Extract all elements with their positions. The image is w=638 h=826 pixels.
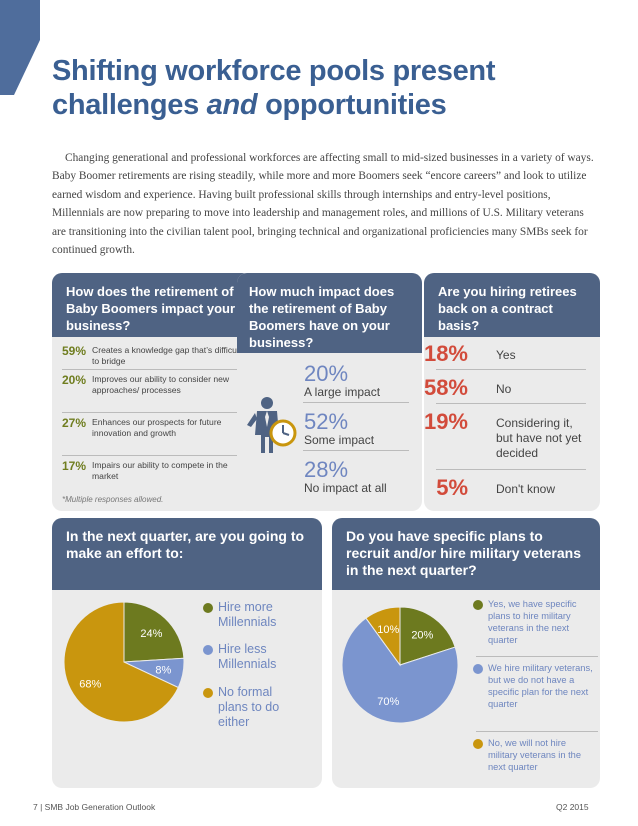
- page-title: Shifting workforce pools present challen…: [52, 54, 612, 122]
- retiree-label: Considering it, but have not yet decided: [496, 416, 582, 460]
- footnote: *Multiple responses allowed.: [62, 495, 164, 504]
- impact-label: No impact at all: [304, 481, 387, 495]
- item-pct: 27%: [62, 416, 87, 430]
- pie-label: 8%: [155, 664, 171, 676]
- card-question: How does the retirement of Baby Boomers …: [52, 273, 252, 337]
- title-line-1: Shifting workforce pools present: [52, 55, 496, 87]
- card-impact-level: How much impact does the retirement of B…: [237, 273, 422, 511]
- pie-slice: [123, 601, 185, 663]
- item-text: Creates a knowledge gap that’s difficult…: [92, 345, 242, 366]
- item-pct: 17%: [62, 459, 87, 473]
- pie-slice: [63, 601, 179, 723]
- footer-page-label: 7 | SMB Job Generation Outlook: [33, 802, 156, 812]
- title-part: challenges: [52, 89, 207, 121]
- legend-dot-olive: [473, 600, 483, 610]
- legend-item: No formal plans to do either: [218, 685, 280, 729]
- card-question: In the next quarter, are you going to ma…: [52, 518, 322, 590]
- impact-label: Some impact: [304, 433, 375, 447]
- item-text: Impairs our ability to compete in the ma…: [92, 460, 228, 481]
- card-boomer-impact: How does the retirement of Baby Boomers …: [52, 273, 252, 511]
- impact-pct: 52%: [304, 409, 349, 434]
- card-question: Are you hiring retirees back on a contra…: [424, 273, 600, 337]
- title-line-2: challenges and opportunities: [52, 88, 612, 122]
- millennials-pie-chart: 24% 8% 68%: [63, 601, 185, 723]
- veterans-pie-chart: 20% 70% 10%: [341, 606, 459, 724]
- legend-dot-blue: [203, 645, 213, 655]
- legend-item: Hire more Millennials: [218, 600, 277, 629]
- item-text: Improves our ability to consider new app…: [92, 374, 230, 395]
- legend-dot-olive: [203, 603, 213, 613]
- card-question: How much impact does the retirement of B…: [237, 273, 422, 353]
- legend-dot-gold: [203, 688, 213, 698]
- pie-label: 10%: [377, 624, 399, 636]
- pie-label: 70%: [377, 696, 399, 708]
- pie-slice: [341, 617, 459, 724]
- legend-item: We hire military veterans, but we do not…: [488, 663, 593, 709]
- impact-label: A large impact: [304, 385, 381, 399]
- pie-label: 24%: [140, 628, 162, 640]
- card-question: Do you have specific plans to recruit an…: [332, 518, 600, 590]
- title-italic: and: [206, 89, 258, 121]
- retiree-pct: 18%: [424, 341, 468, 366]
- item-pct: 59%: [62, 344, 87, 358]
- retiree-pct: 5%: [436, 475, 468, 500]
- legend-dot-blue: [473, 664, 483, 674]
- card-hiring-retirees: Are you hiring retirees back on a contra…: [424, 273, 600, 511]
- retiree-pct: 58%: [424, 375, 468, 400]
- impact-pct: 28%: [304, 457, 349, 482]
- pie-label: 68%: [79, 678, 101, 690]
- legend-item: Yes, we have specific plans to hire mili…: [488, 599, 577, 645]
- person-clock-icon: [247, 397, 297, 453]
- footer-date: Q2 2015: [556, 802, 589, 812]
- corner-decoration: [0, 0, 40, 95]
- legend-dot-gold: [473, 739, 483, 749]
- retiree-label: No: [496, 382, 512, 396]
- pie-label: 20%: [411, 629, 433, 641]
- retiree-pct: 19%: [424, 409, 468, 434]
- pie-slice: [399, 606, 456, 666]
- title-part: opportunities: [257, 89, 447, 121]
- legend-item: No, we will not hire military veterans i…: [488, 738, 582, 772]
- item-pct: 20%: [62, 373, 87, 387]
- intro-paragraph: Changing generational and professional w…: [52, 152, 594, 257]
- retiree-label: Yes: [496, 348, 516, 362]
- item-text: Enhances our prospects for future innova…: [92, 417, 222, 438]
- impact-pct: 20%: [304, 361, 349, 386]
- retiree-label: Don't know: [496, 482, 555, 496]
- legend-item: Hire less Millennials: [218, 642, 277, 671]
- pie-slice: [365, 606, 401, 667]
